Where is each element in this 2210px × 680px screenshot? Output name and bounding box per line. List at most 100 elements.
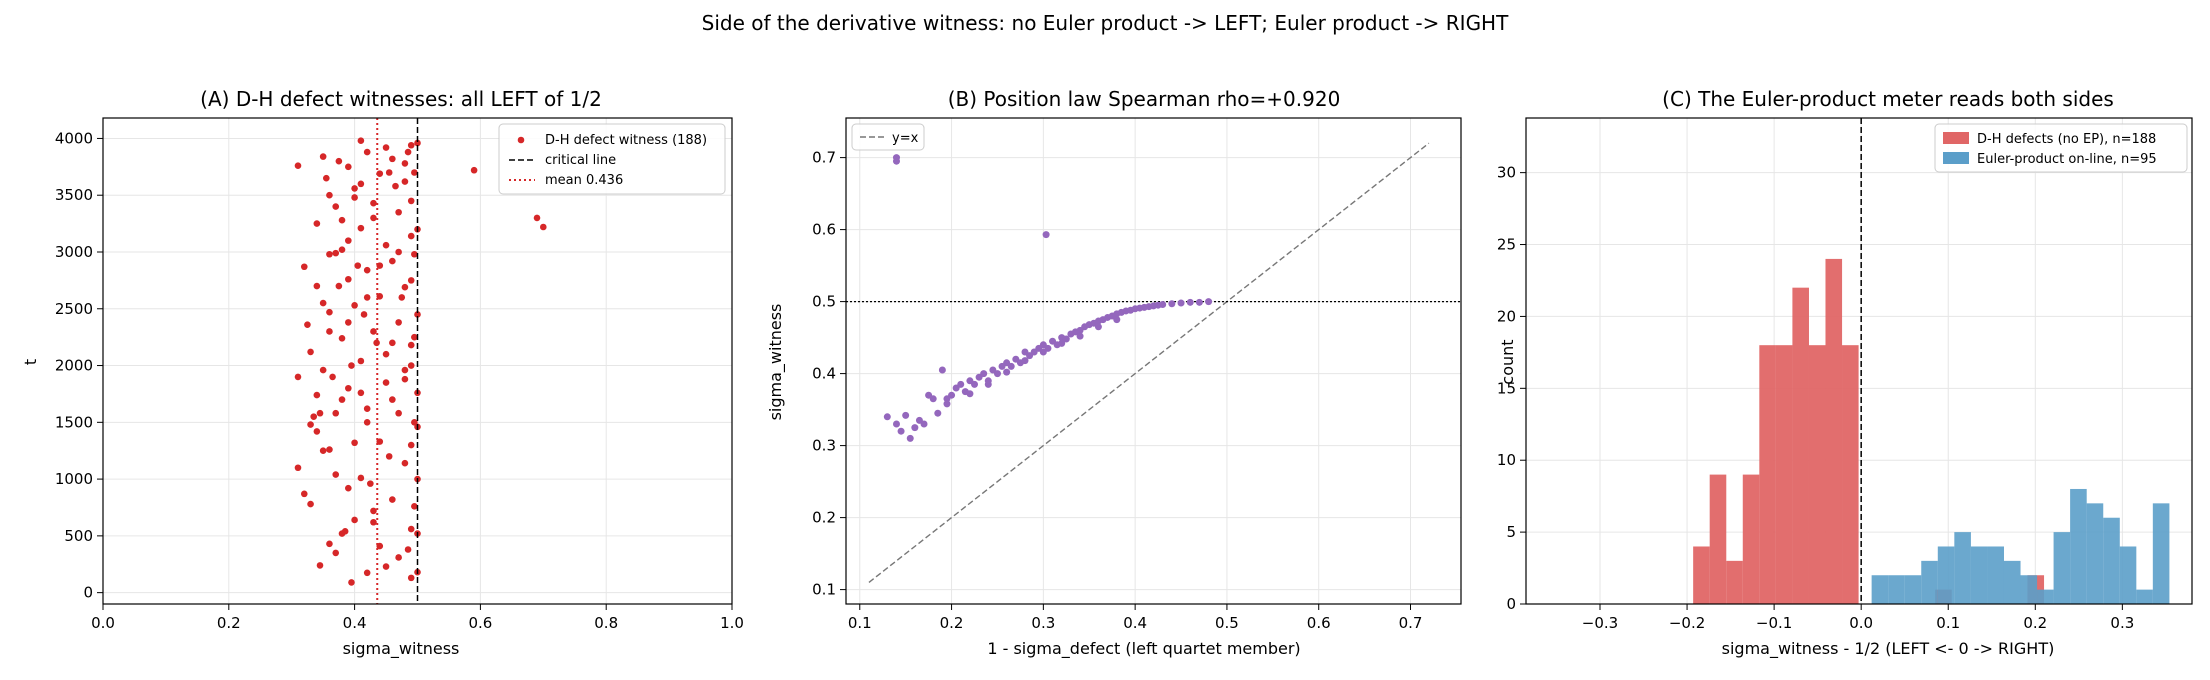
- panel-a-ytick-label: 3000: [55, 243, 93, 261]
- panel-a-xtick-label: 0.0: [91, 614, 115, 632]
- witness-point: [360, 311, 368, 318]
- witness-point: [395, 409, 402, 417]
- witness-point: [367, 480, 374, 487]
- panel-c-ytick-label: 25: [1497, 236, 1516, 254]
- witness-point: [345, 275, 352, 283]
- position-point: [902, 411, 910, 419]
- histogram-bar-dh: [1792, 287, 1809, 604]
- witness-point: [319, 447, 327, 455]
- position-point: [906, 434, 914, 442]
- witness-point: [307, 348, 314, 356]
- witness-point: [407, 232, 415, 240]
- witness-point: [401, 366, 409, 374]
- witness-point: [338, 246, 346, 254]
- histogram-bar-ep: [2103, 517, 2120, 604]
- histogram-bar-ep: [2003, 560, 2021, 604]
- position-point: [957, 380, 965, 388]
- position-point: [1007, 362, 1015, 370]
- witness-point: [348, 362, 355, 369]
- witness-point: [370, 199, 377, 207]
- witness-point: [363, 405, 371, 412]
- witness-point: [326, 540, 333, 548]
- witness-point: [389, 155, 396, 163]
- position-point: [911, 424, 919, 432]
- witness-point: [335, 282, 343, 290]
- position-point: [984, 380, 992, 388]
- witness-point: [411, 503, 418, 510]
- witness-point: [294, 162, 302, 169]
- panel-c-xtick-label: −0.2: [1669, 614, 1705, 632]
- panel-b-xtick-label: 0.5: [1215, 614, 1239, 632]
- witness-point: [395, 208, 402, 216]
- witness-point: [389, 396, 396, 403]
- witness-point: [376, 170, 384, 177]
- panel-a: (A) D-H defect witnesses: all LEFT of 1/…: [21, 87, 744, 659]
- histogram-bar-dh: [1842, 345, 1859, 604]
- witness-point: [345, 484, 352, 492]
- position-point: [1177, 299, 1185, 307]
- witness-point: [370, 507, 377, 515]
- panel-b-ytick-label: 0.4: [812, 365, 836, 383]
- witness-point: [363, 569, 371, 577]
- legend-label: D-H defects (no EP), n=188: [1977, 132, 2156, 147]
- position-point: [1058, 339, 1066, 347]
- position-point: [1113, 316, 1121, 324]
- panel-a-ytick-label: 1500: [55, 413, 93, 431]
- witness-point: [407, 341, 415, 349]
- witness-point: [326, 328, 333, 335]
- witness-point: [294, 373, 302, 381]
- legend-marker: [1943, 152, 1969, 164]
- histogram-bar-dh: [1726, 560, 1743, 604]
- witness-point: [348, 579, 355, 586]
- position-point: [1186, 298, 1194, 306]
- witness-point: [357, 224, 365, 232]
- panel-b-xtick-label: 0.6: [1307, 614, 1331, 632]
- witness-point: [407, 574, 415, 582]
- witness-point: [407, 277, 415, 284]
- panel-b-xlabel: 1 - sigma_defect (left quartet member): [987, 639, 1300, 659]
- panel-c-ytick-label: 30: [1497, 164, 1516, 182]
- witness-point: [382, 379, 390, 386]
- position-point: [943, 400, 951, 408]
- witness-point: [382, 144, 390, 151]
- position-point: [920, 420, 928, 428]
- panel-b-ytick-label: 0.7: [812, 149, 836, 167]
- witness-point: [401, 375, 409, 383]
- panel-b-title: (B) Position law Spearman rho=+0.920: [948, 87, 1341, 111]
- histogram-bar-ep: [2152, 503, 2170, 604]
- legend-box: [851, 123, 925, 151]
- panel-a-ytick-label: 2500: [55, 300, 93, 318]
- panel-c-ytick-label: 15: [1497, 379, 1516, 397]
- witness-point: [307, 421, 314, 428]
- witness-point: [411, 333, 418, 341]
- witness-point: [341, 528, 349, 535]
- panel-c-ytick-label: 10: [1497, 451, 1516, 469]
- histogram-bar-ep: [2070, 488, 2087, 604]
- witness-point: [345, 163, 352, 171]
- panel-b-ytick-label: 0.6: [812, 221, 836, 239]
- panel-a-ytick-label: 3500: [55, 186, 93, 204]
- histogram-bar-ep: [1904, 575, 1922, 604]
- legend-label: Euler-product on-line, n=95: [1977, 152, 2157, 167]
- panel-a-xtick-label: 0.4: [343, 614, 367, 632]
- witness-point: [351, 194, 358, 201]
- histogram-bar-ep: [1970, 546, 1988, 604]
- position-point: [1076, 332, 1084, 340]
- witness-point: [540, 223, 547, 231]
- panel-b-ytick-label: 0.5: [812, 293, 836, 311]
- position-point: [943, 395, 951, 403]
- witness-point: [411, 169, 418, 176]
- witness-point: [326, 308, 333, 316]
- histogram-bar-ep: [2136, 589, 2153, 604]
- histogram-bar-ep: [1954, 532, 1971, 604]
- legend-label: mean 0.436: [545, 173, 623, 188]
- witness-point: [300, 263, 308, 271]
- histogram-bar-ep: [1937, 546, 1955, 604]
- witness-point: [389, 339, 396, 347]
- position-point: [897, 427, 905, 435]
- histogram-bar-dh: [1693, 546, 1710, 604]
- witness-point: [370, 328, 377, 335]
- panel-a-title: (A) D-H defect witnesses: all LEFT of 1/…: [200, 87, 602, 111]
- witness-point: [398, 294, 406, 301]
